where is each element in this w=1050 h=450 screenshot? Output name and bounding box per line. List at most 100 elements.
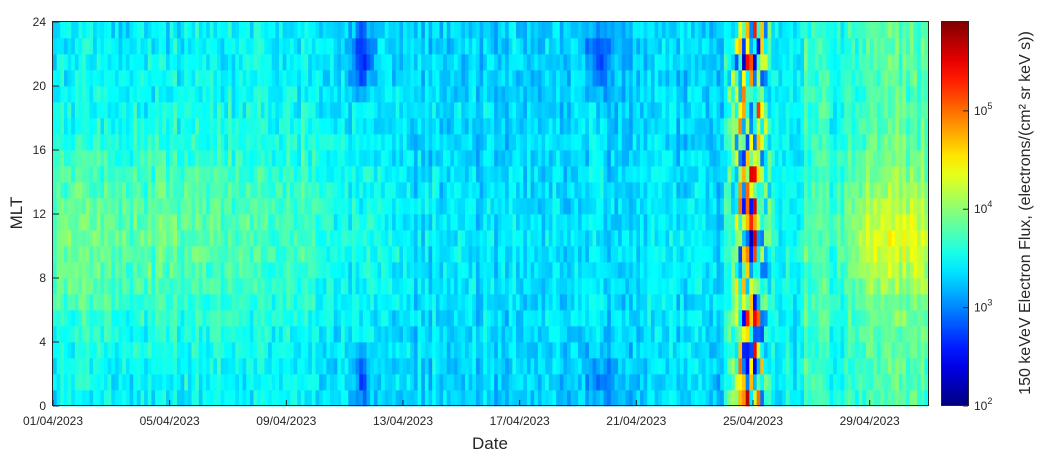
heatmap-cell — [125, 358, 130, 375]
heatmap-cell — [632, 278, 637, 295]
heatmap-cell — [213, 86, 218, 103]
heatmap-cell — [125, 86, 130, 103]
heatmap-cell — [322, 278, 327, 295]
heatmap-cell — [432, 262, 437, 279]
heatmap-cell — [501, 390, 506, 407]
heatmap-cell — [676, 182, 681, 199]
heatmap-cell — [734, 262, 739, 279]
heatmap-cell — [107, 262, 112, 279]
heatmap-cell — [381, 166, 386, 183]
heatmap-cell — [63, 214, 68, 231]
heatmap-cell — [760, 294, 765, 311]
heatmap-cell — [720, 134, 725, 151]
heatmap-cell — [206, 166, 211, 183]
heatmap-cell — [162, 374, 167, 391]
heatmap-cell — [104, 262, 109, 279]
heatmap-cell — [417, 86, 422, 103]
heatmap-cell — [136, 262, 141, 279]
heatmap-cell — [85, 22, 90, 39]
heatmap-cell — [753, 342, 757, 359]
heatmap-cell — [366, 278, 371, 295]
heatmap-cell — [122, 102, 127, 119]
heatmap-cell — [104, 294, 109, 311]
heatmap-cell — [749, 198, 754, 215]
heatmap-cell — [753, 118, 757, 135]
heatmap-cell — [490, 246, 495, 263]
heatmap-cell — [311, 86, 316, 103]
heatmap-cell — [89, 150, 94, 167]
heatmap-cell — [286, 294, 291, 311]
heatmap-cell — [111, 374, 116, 391]
heatmap-cell — [475, 358, 480, 375]
heatmap-cell — [359, 278, 364, 295]
heatmap-cell — [384, 166, 389, 183]
heatmap-cell — [530, 134, 535, 151]
heatmap-cell — [691, 246, 696, 263]
heatmap-cell — [760, 166, 765, 183]
heatmap-cell — [705, 358, 710, 375]
heatmap-cell — [472, 262, 477, 279]
heatmap-cell — [140, 182, 145, 199]
heatmap-cell — [228, 118, 232, 135]
heatmap-cell — [249, 86, 254, 103]
heatmap-cell — [439, 38, 444, 55]
heatmap-cell — [53, 294, 57, 311]
heatmap-cell — [268, 198, 273, 215]
heatmap-cell — [556, 358, 561, 375]
heatmap-cell — [658, 342, 663, 359]
heatmap-cell — [723, 86, 728, 103]
heatmap-cell — [785, 262, 790, 279]
heatmap-cell — [111, 22, 116, 39]
heatmap-cell — [479, 390, 484, 407]
heatmap-cell — [680, 262, 685, 279]
heatmap-cell — [74, 230, 79, 247]
heatmap-cell — [705, 54, 710, 71]
heatmap-cell — [377, 390, 382, 407]
heatmap-cell — [610, 230, 615, 247]
heatmap-cell — [614, 246, 619, 263]
heatmap-cell — [592, 134, 597, 151]
heatmap-cell — [366, 134, 371, 151]
heatmap-cell — [344, 38, 349, 55]
heatmap-cell — [100, 246, 105, 263]
heatmap-cell — [166, 326, 171, 343]
heatmap-cell — [727, 390, 732, 407]
heatmap-cell — [330, 358, 335, 375]
heatmap-cell — [300, 22, 305, 39]
heatmap-cell — [650, 342, 655, 359]
heatmap-cell — [661, 342, 666, 359]
heatmap-cell — [464, 246, 469, 263]
heatmap-cell — [373, 326, 378, 343]
heatmap-cell — [723, 134, 728, 151]
heatmap-cell — [760, 70, 765, 87]
heatmap-cell — [151, 150, 156, 167]
heatmap-cell — [723, 358, 728, 375]
heatmap-cell — [774, 246, 779, 263]
heatmap-cell — [166, 390, 171, 407]
heatmap-cell — [537, 182, 542, 199]
heatmap-cell — [720, 374, 725, 391]
heatmap-cell — [136, 70, 141, 87]
heatmap-cell — [63, 310, 68, 327]
heatmap-cell — [195, 70, 200, 87]
heatmap-cell — [184, 262, 189, 279]
heatmap-cell — [530, 182, 535, 199]
heatmap-cell — [701, 102, 706, 119]
heatmap-cell — [497, 150, 502, 167]
heatmap-cell — [596, 214, 601, 231]
heatmap-cell — [122, 182, 127, 199]
heatmap-cell — [268, 166, 273, 183]
heatmap-cell — [147, 182, 152, 199]
heatmap-cell — [162, 86, 167, 103]
heatmap-cell — [636, 198, 641, 215]
heatmap-cell — [665, 102, 670, 119]
heatmap-cell — [144, 118, 149, 135]
heatmap-cell — [366, 22, 371, 39]
heatmap-cell — [217, 198, 222, 215]
heatmap-cell — [304, 214, 309, 231]
heatmap-cell — [176, 230, 181, 247]
heatmap-cell — [158, 326, 163, 343]
heatmap-cell — [621, 198, 626, 215]
heatmap-cell — [625, 150, 630, 167]
heatmap-cell — [512, 102, 517, 119]
